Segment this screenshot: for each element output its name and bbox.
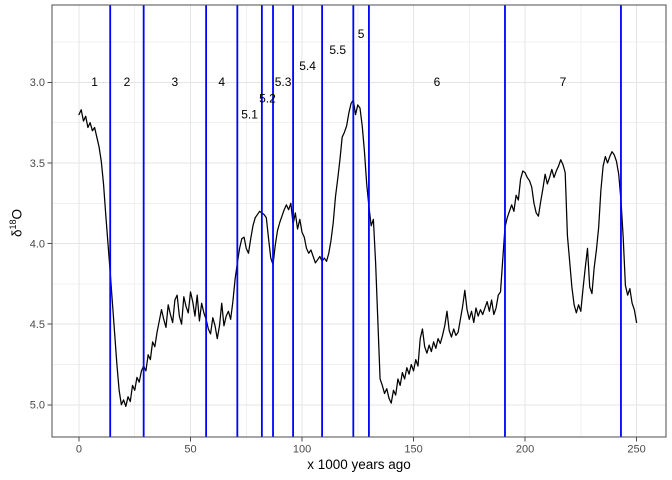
y-axis-tick-label-3: 3.0 [30,77,45,89]
x-axis-tick-label-50: 50 [184,444,196,456]
panel-border [51,4,667,438]
y-axis-title-tail: O [9,208,25,220]
y-axis-tick-label-4.5: 4.5 [30,319,45,331]
stage-label-5-1: 5.1 [241,107,258,121]
stage-label-5-3: 5.3 [275,75,292,89]
stage-label-5: 5 [358,27,365,41]
x-axis-tick-label-200: 200 [516,444,534,456]
y-axis-title-superscript: 18 [7,219,18,230]
stage-label-6: 6 [434,75,441,89]
stage-label-7: 7 [560,75,567,89]
x-axis-title: x 1000 years ago [307,457,411,472]
x-axis-tick-label-0: 0 [76,444,82,456]
stage-label-3: 3 [172,75,179,89]
y-axis-title-base: δ [9,229,25,238]
y-axis-tick-label-3.5: 3.5 [30,158,45,170]
d18o-curve [78,99,638,407]
stage-label-5-5: 5.5 [329,43,346,57]
y-axis-tick-label-5: 5.0 [30,400,45,412]
stage-label-5-2: 5.2 [259,91,276,105]
stage-label-1: 1 [91,75,98,89]
x-axis-tick-label-150: 150 [404,444,422,456]
x-axis-tick-label-250: 250 [627,444,645,456]
stage-label-5-4: 5.4 [299,59,316,73]
y-axis-tick-label-4: 4.0 [30,238,45,250]
y-axis-title: δ18O [8,209,25,237]
stage-label-4: 4 [218,75,225,89]
x-axis-tick-label-100: 100 [293,444,311,456]
panel-background [52,5,666,437]
stage-label-2: 2 [124,75,131,89]
